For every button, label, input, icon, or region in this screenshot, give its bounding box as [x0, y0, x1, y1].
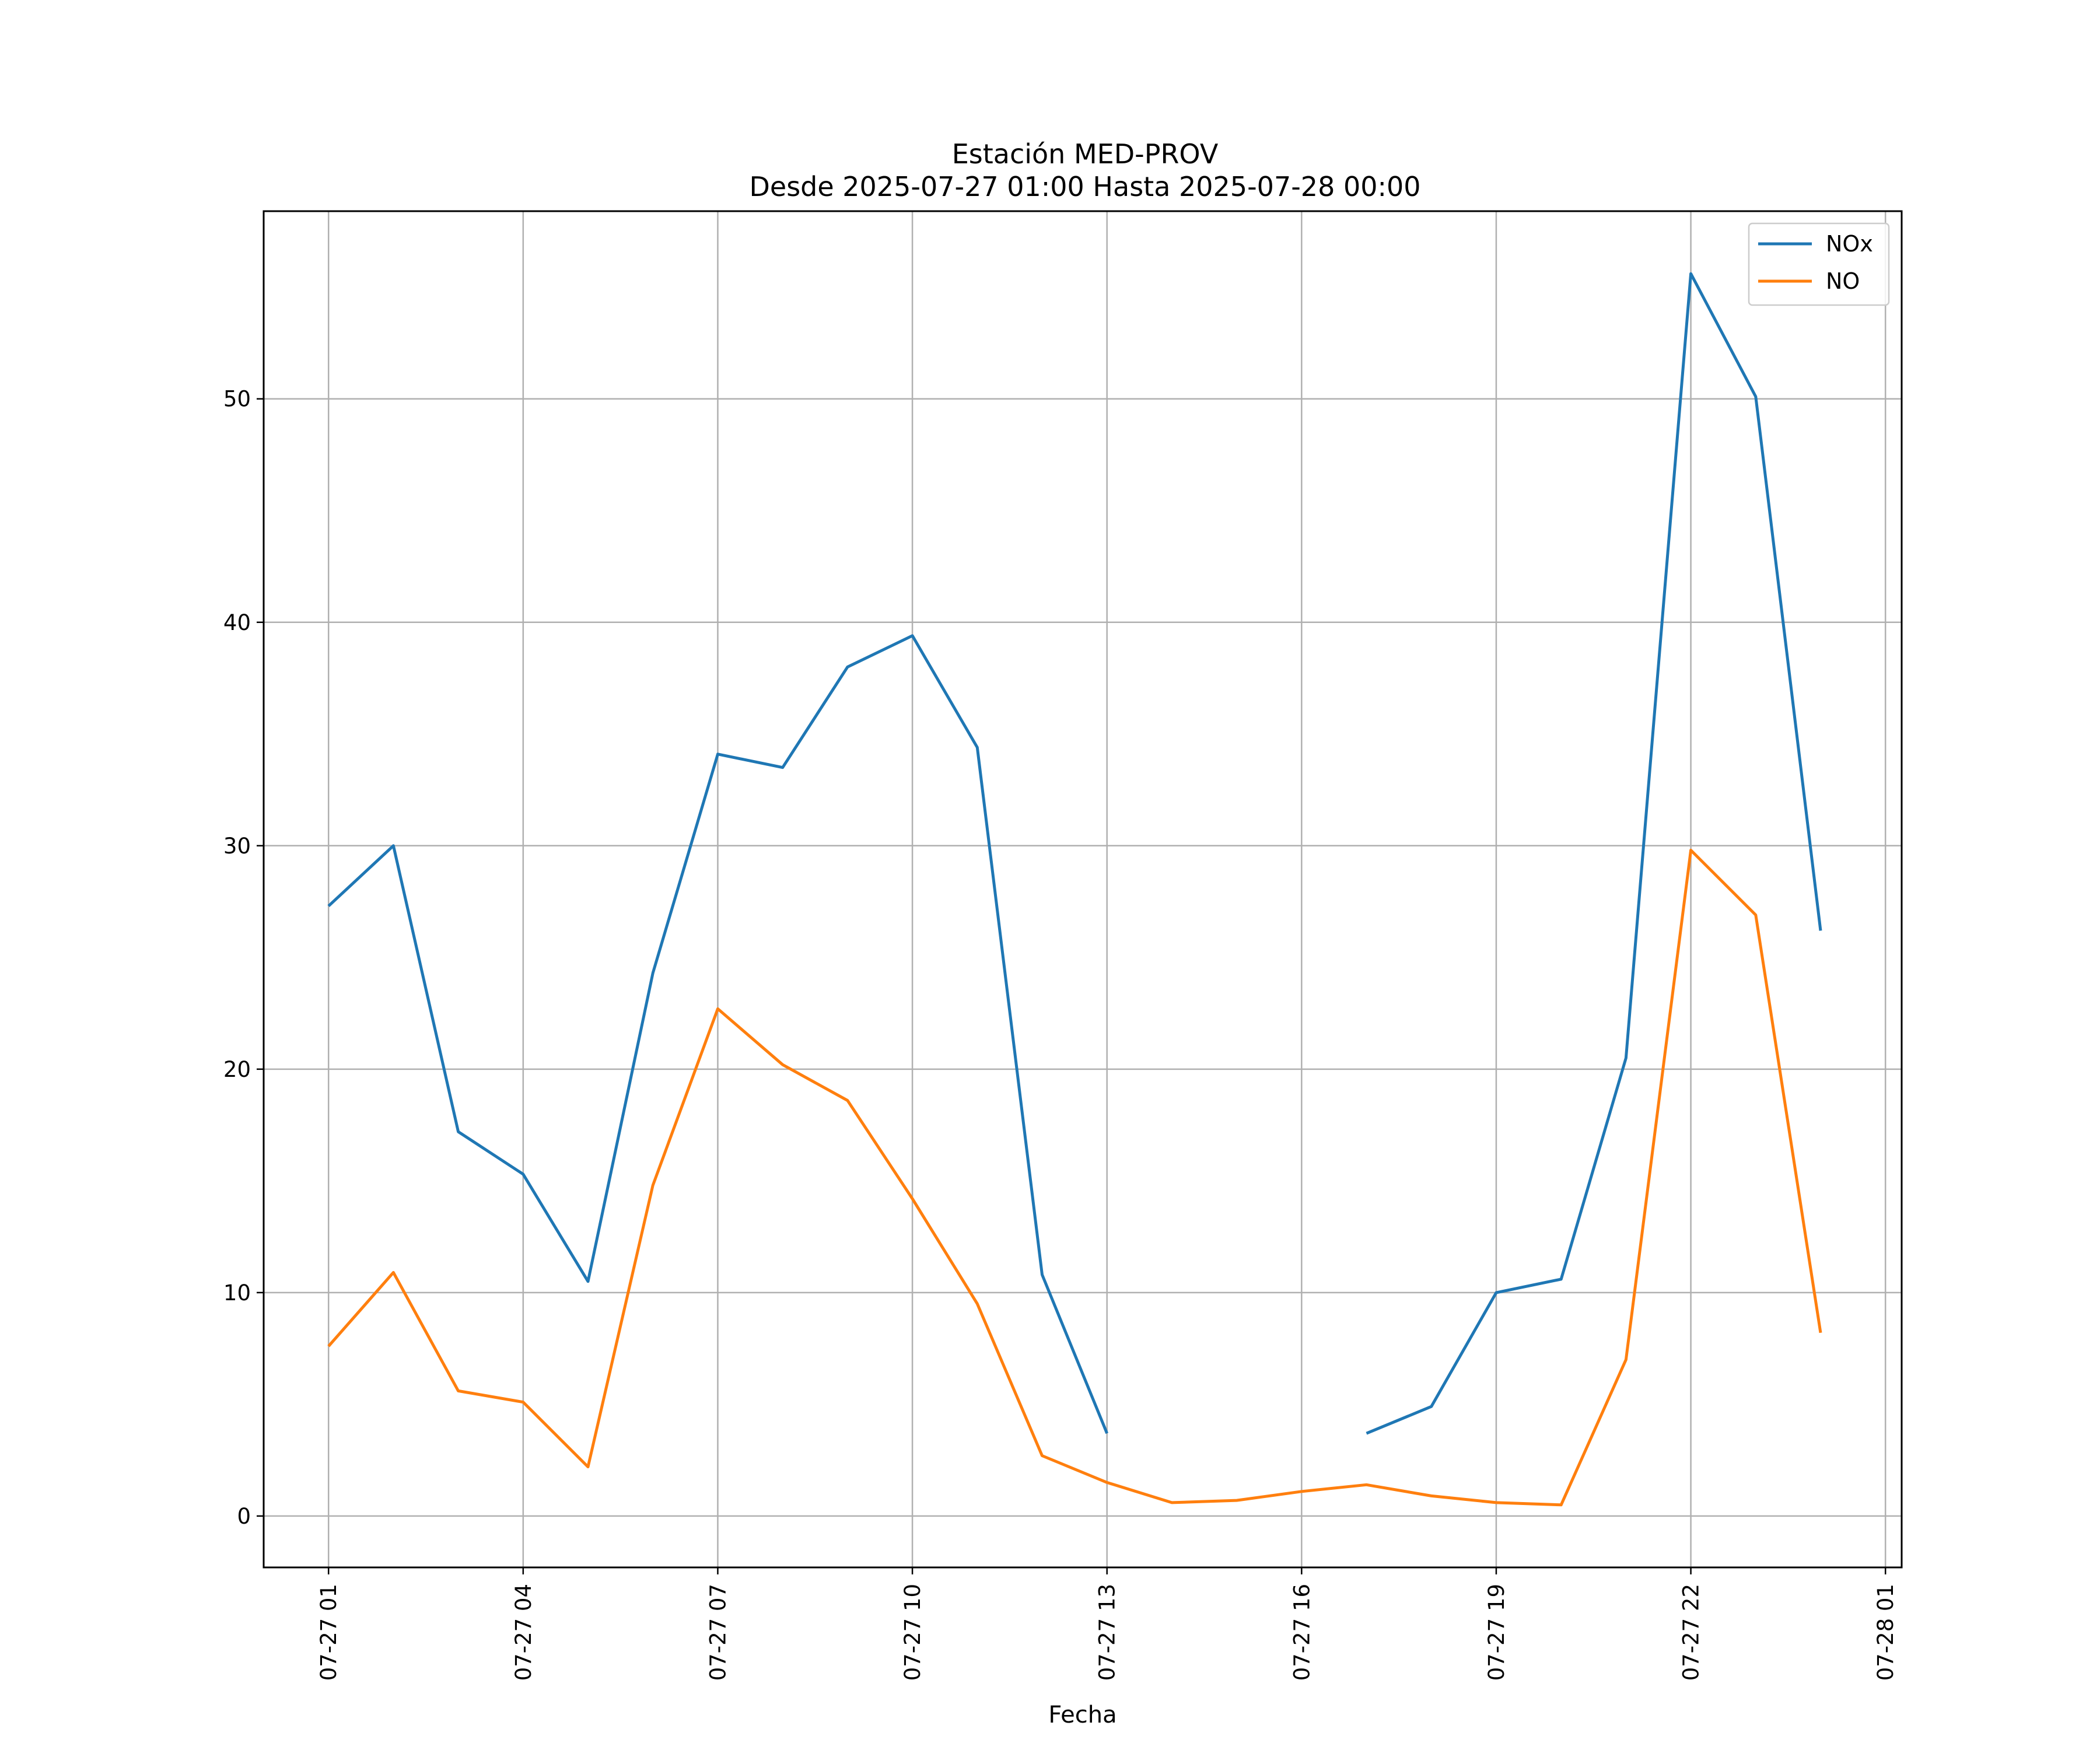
y-tick-label: 50 [223, 387, 251, 412]
grid [264, 211, 1902, 1567]
x-tick-label: 07-27 10 [900, 1584, 925, 1681]
legend-label-nox: NOx [1826, 231, 1873, 257]
x-tick-label: 07-27 22 [1679, 1584, 1704, 1681]
y-tick-label: 0 [237, 1504, 251, 1529]
series-lines [327, 272, 1822, 1507]
y-tick-label: 30 [223, 834, 251, 859]
x-tick-label: 07-28 01 [1873, 1584, 1898, 1681]
x-tick-label: 07-27 13 [1095, 1584, 1120, 1681]
x-tick-label: 07-27 16 [1289, 1584, 1314, 1681]
x-tick-label: 07-27 19 [1484, 1584, 1509, 1681]
series-line-no [327, 849, 1822, 1507]
chart-subtitle: Desde 2025-07-27 01:00 Hasta 2025-07-28 … [749, 171, 1420, 202]
y-tick-label: 10 [223, 1280, 251, 1306]
x-tick-label: 07-27 07 [705, 1584, 730, 1681]
x-tick-label: 07-27 01 [316, 1584, 341, 1681]
y-tick-label: 20 [223, 1057, 251, 1082]
plot-frame [262, 210, 1903, 1569]
x-tick-label: 07-27 04 [511, 1584, 536, 1681]
y-tick-label: 40 [223, 610, 251, 635]
legend-label-no: NO [1826, 268, 1860, 294]
axes: 0 10 20 30 40 50 07-27 01 07-27 04 07-27 07 07-27… [223, 387, 1898, 1681]
series-line-nox [327, 272, 1822, 1435]
chart-title: Estación MED-PROV [952, 138, 1219, 170]
legend: NOx NO [1748, 222, 1890, 306]
x-axis-label: Fecha [1048, 1702, 1116, 1728]
